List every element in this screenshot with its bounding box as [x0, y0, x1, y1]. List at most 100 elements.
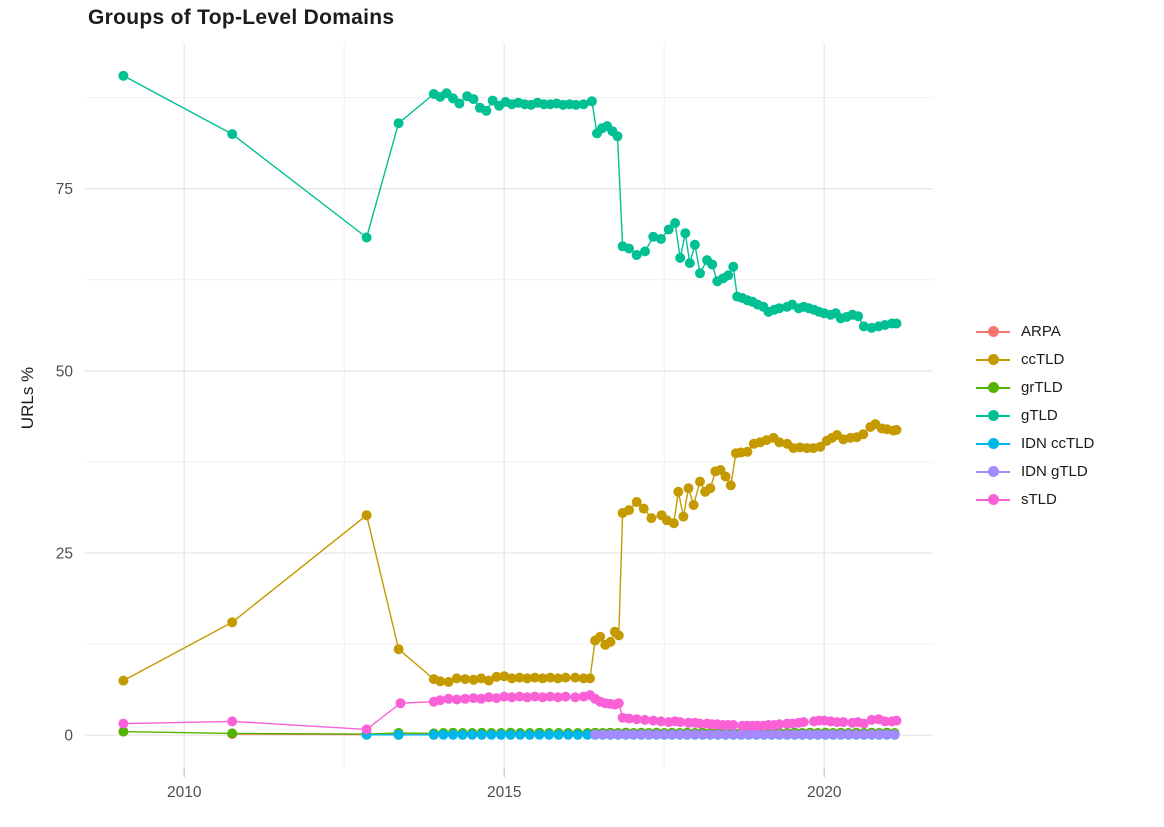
data-point-cctld	[560, 672, 571, 683]
data-point-gtld	[858, 321, 869, 332]
data-point-stld	[460, 693, 471, 704]
data-point-idn-gtld	[620, 729, 631, 740]
data-point-stld	[491, 693, 502, 704]
legend-line-dot-icon	[976, 353, 1010, 367]
data-point-stld	[858, 718, 869, 729]
data-point-idn-cctld	[572, 729, 583, 740]
data-point-idn-gtld	[643, 729, 654, 740]
data-point-gtld	[695, 268, 705, 279]
data-point-stld	[451, 694, 462, 705]
data-point-idn-gtld	[697, 729, 708, 740]
data-point-cctld	[537, 673, 548, 684]
data-point-stld	[624, 713, 634, 724]
data-point-stld	[838, 717, 849, 728]
data-point-cctld	[451, 673, 462, 684]
data-point-idn-gtld	[605, 729, 616, 740]
data-point-idn-cctld	[457, 729, 468, 740]
data-point-cctld	[646, 513, 657, 524]
data-point-gtld	[227, 129, 238, 140]
data-point-cctld	[631, 497, 642, 507]
data-point-stld	[361, 724, 372, 735]
data-point-cctld	[506, 673, 517, 684]
series-line-gtld	[123, 75, 897, 329]
data-point-cctld	[688, 500, 699, 510]
data-point-cctld	[227, 617, 238, 628]
y-tick-label: 50	[56, 363, 74, 380]
data-point-idn-gtld	[682, 729, 693, 740]
data-point-grtld	[118, 726, 129, 737]
data-point-idn-gtld	[689, 729, 700, 740]
data-point-stld	[522, 692, 533, 703]
data-point-stld	[656, 716, 666, 727]
data-point-idn-gtld	[812, 729, 823, 740]
data-point-idn-cctld	[582, 729, 593, 740]
data-point-idn-gtld	[736, 729, 746, 740]
data-point-idn-gtld	[797, 729, 808, 740]
data-point-cctld	[742, 446, 753, 457]
data-point-stld	[468, 693, 479, 704]
y-tick-label: 75	[56, 181, 73, 198]
data-point-idn-gtld	[628, 729, 639, 740]
data-point-idn-gtld	[843, 729, 854, 740]
data-point-cctld	[695, 476, 705, 487]
data-point-idn-cctld	[438, 729, 449, 740]
data-point-gtld	[640, 246, 650, 257]
data-point-gtld	[454, 98, 465, 109]
data-point-idn-gtld	[636, 729, 647, 740]
data-point-cctld	[638, 503, 649, 514]
data-point-stld	[514, 691, 525, 702]
legend-item-idn-cctld: IDN ccTLD	[976, 433, 1094, 454]
data-point-cctld	[858, 429, 869, 440]
data-point-cctld	[678, 511, 689, 522]
data-point-idn-cctld	[524, 729, 535, 740]
legend-label: gTLD	[1021, 407, 1058, 424]
data-point-idn-cctld	[496, 729, 506, 740]
data-point-cctld	[443, 677, 454, 687]
data-point-idn-gtld	[866, 729, 877, 740]
data-point-cctld	[570, 672, 581, 683]
data-point-cctld	[460, 674, 471, 685]
data-point-gtld	[891, 318, 902, 329]
data-point-stld	[435, 695, 446, 706]
data-point-cctld	[725, 480, 736, 491]
data-point-idn-gtld	[705, 729, 716, 740]
data-point-stld	[553, 692, 563, 703]
data-point-idn-gtld	[766, 729, 777, 740]
data-point-stld	[506, 692, 517, 703]
legend-item-cctld: ccTLD	[976, 349, 1094, 370]
legend-line-dot-icon	[976, 465, 1010, 479]
data-point-stld	[613, 698, 624, 709]
data-point-idn-cctld	[534, 729, 545, 740]
data-point-gtld	[774, 303, 785, 314]
data-point-stld	[648, 715, 659, 726]
data-point-cctld	[529, 672, 540, 683]
data-point-idn-cctld	[505, 729, 516, 740]
data-point-gtld	[684, 258, 695, 269]
data-point-idn-gtld	[651, 729, 662, 740]
data-point-idn-cctld	[563, 729, 574, 740]
data-point-stld	[631, 714, 642, 725]
data-point-stld	[476, 693, 487, 704]
legend-item-arpa: ARPA	[976, 321, 1094, 342]
legend-line-dot-icon	[976, 381, 1010, 395]
data-point-gtld	[586, 96, 597, 107]
data-point-grtld	[227, 728, 238, 739]
data-point-stld	[570, 692, 581, 703]
data-point-cctld	[595, 631, 606, 642]
data-point-gtld	[481, 105, 492, 116]
data-point-cctld	[585, 673, 595, 684]
data-point-cctld	[435, 676, 446, 687]
data-point-gtld	[624, 243, 634, 254]
legend-item-idn-gtld: IDN gTLD	[976, 461, 1094, 482]
data-point-stld	[118, 718, 129, 729]
data-point-idn-gtld	[751, 729, 762, 740]
data-point-idn-gtld	[851, 729, 862, 740]
data-point-cctld	[774, 437, 785, 448]
data-point-gtld	[393, 118, 404, 129]
legend-line-dot-icon	[976, 325, 1010, 339]
y-tick-label: 25	[56, 546, 73, 563]
data-point-idn-gtld	[659, 729, 670, 740]
data-point-gtld	[118, 70, 129, 81]
data-point-cctld	[491, 671, 502, 682]
